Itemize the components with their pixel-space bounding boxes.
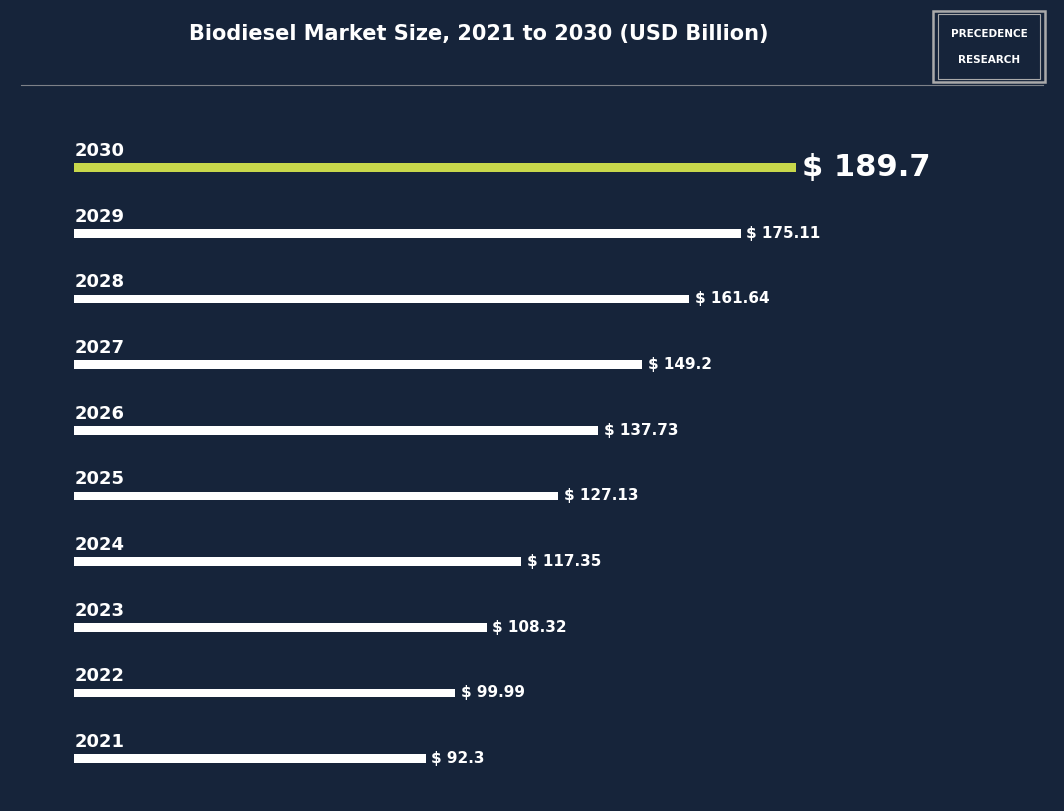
Text: 2022: 2022 <box>74 667 124 685</box>
Text: $ 189.7: $ 189.7 <box>802 153 930 182</box>
Text: 2028: 2028 <box>74 273 124 291</box>
Text: $ 127.13: $ 127.13 <box>564 488 638 504</box>
Text: 2027: 2027 <box>74 339 124 357</box>
Bar <box>74 229 741 238</box>
Bar <box>74 557 521 566</box>
Text: $ 117.35: $ 117.35 <box>527 554 601 569</box>
Bar <box>74 689 455 697</box>
Text: PRECEDENCE: PRECEDENCE <box>950 28 1028 39</box>
Bar <box>74 623 486 632</box>
Bar <box>74 426 598 435</box>
Text: 2024: 2024 <box>74 536 124 554</box>
Bar <box>74 754 426 763</box>
Text: 2026: 2026 <box>74 405 124 423</box>
Text: 2030: 2030 <box>74 142 124 160</box>
Text: Biodiesel Market Size, 2021 to 2030 (USD Billion): Biodiesel Market Size, 2021 to 2030 (USD… <box>189 24 768 45</box>
Text: $ 108.32: $ 108.32 <box>493 620 567 635</box>
Text: 2021: 2021 <box>74 733 124 751</box>
Text: 2029: 2029 <box>74 208 124 225</box>
Bar <box>74 294 689 303</box>
Text: 2023: 2023 <box>74 602 124 620</box>
Text: $ 92.3: $ 92.3 <box>431 751 485 766</box>
Bar <box>74 360 642 369</box>
Bar <box>74 163 796 172</box>
Bar <box>74 491 559 500</box>
Text: $ 149.2: $ 149.2 <box>648 357 712 372</box>
Text: $ 175.11: $ 175.11 <box>746 225 820 241</box>
Text: $ 137.73: $ 137.73 <box>604 423 679 438</box>
Text: RESEARCH: RESEARCH <box>958 54 1020 65</box>
Text: $ 161.64: $ 161.64 <box>695 291 769 307</box>
Text: $ 99.99: $ 99.99 <box>461 685 525 701</box>
Text: 2025: 2025 <box>74 470 124 488</box>
